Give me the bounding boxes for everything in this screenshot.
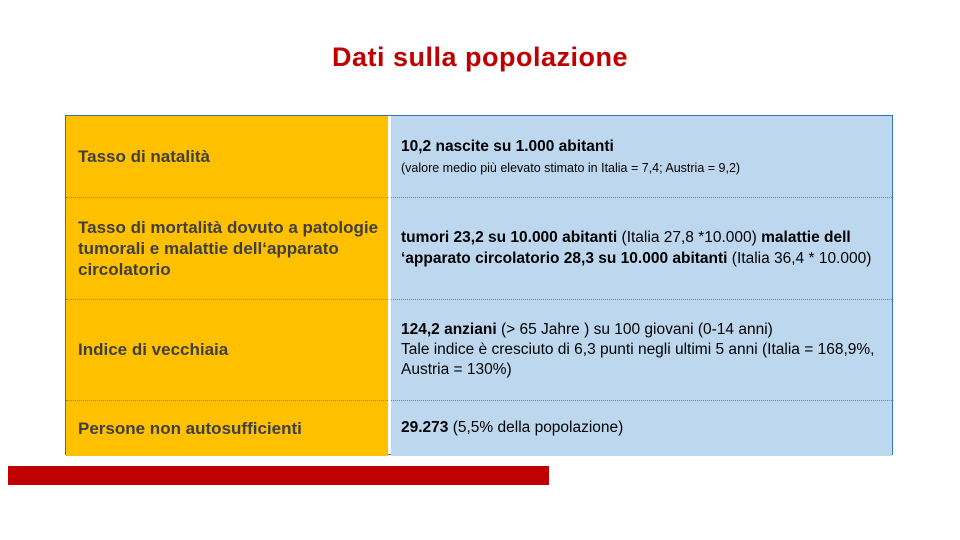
- value-segment: (> 65 Jahre ) su 100 giovani (0-14 anni): [500, 320, 773, 338]
- value-segment: (Italia 36,4 * 10.000): [731, 249, 872, 267]
- value-segment: 29.273: [401, 419, 453, 437]
- row-label: Tasso di mortalità dovuto a patologie tu…: [66, 198, 388, 300]
- row-value: 10,2 nascite su 1.000 abitanti (valore me…: [391, 116, 892, 198]
- value-segment: 10,2 nascite su 1.000 abitanti: [401, 137, 614, 155]
- value-segment: malattie dell ‘apparato circolatorio 28,…: [401, 229, 851, 267]
- row-value: tumori 23,2 su 10.000 abitanti (Italia 2…: [391, 198, 892, 300]
- value-segment: tumori 23,2 su 10.000 abitanti: [401, 229, 622, 247]
- population-table: Tasso di natalità 10,2 nascite su 1.000 a…: [65, 115, 893, 456]
- value-segment: (Italia 27,8 *10.000): [621, 229, 762, 247]
- page-title: Dati sulla popolazione: [331, 42, 629, 72]
- value-segment: 124,2 anziani: [401, 320, 501, 338]
- value-segment: (5,5% della popolazione): [452, 419, 624, 437]
- row-value: 29.273 (5,5% della popolazione): [391, 401, 892, 456]
- row-value-text: 124,2 anziani (> 65 Jahre ) su 100 giova…: [401, 320, 882, 380]
- row-label: Persone non autosufficienti: [66, 401, 388, 456]
- row-label: Tasso di natalità: [66, 116, 388, 198]
- bottom-accent-bar: [8, 466, 549, 485]
- value-segment: Tale indice è cresciuto di 6,3 punti neg…: [401, 340, 875, 379]
- row-value: 124,2 anziani (> 65 Jahre ) su 100 giova…: [391, 300, 892, 401]
- row-value-text: 29.273 (5,5% della popolazione): [401, 418, 882, 438]
- value-segment: (valore medio più elevato stimato in Ita…: [401, 160, 741, 175]
- row-label: Indice di vecchiaia: [66, 300, 388, 401]
- row-value-text: 10,2 nascite su 1.000 abitanti (valore me…: [401, 137, 882, 176]
- row-value-text: tumori 23,2 su 10.000 abitanti (Italia 2…: [401, 228, 882, 268]
